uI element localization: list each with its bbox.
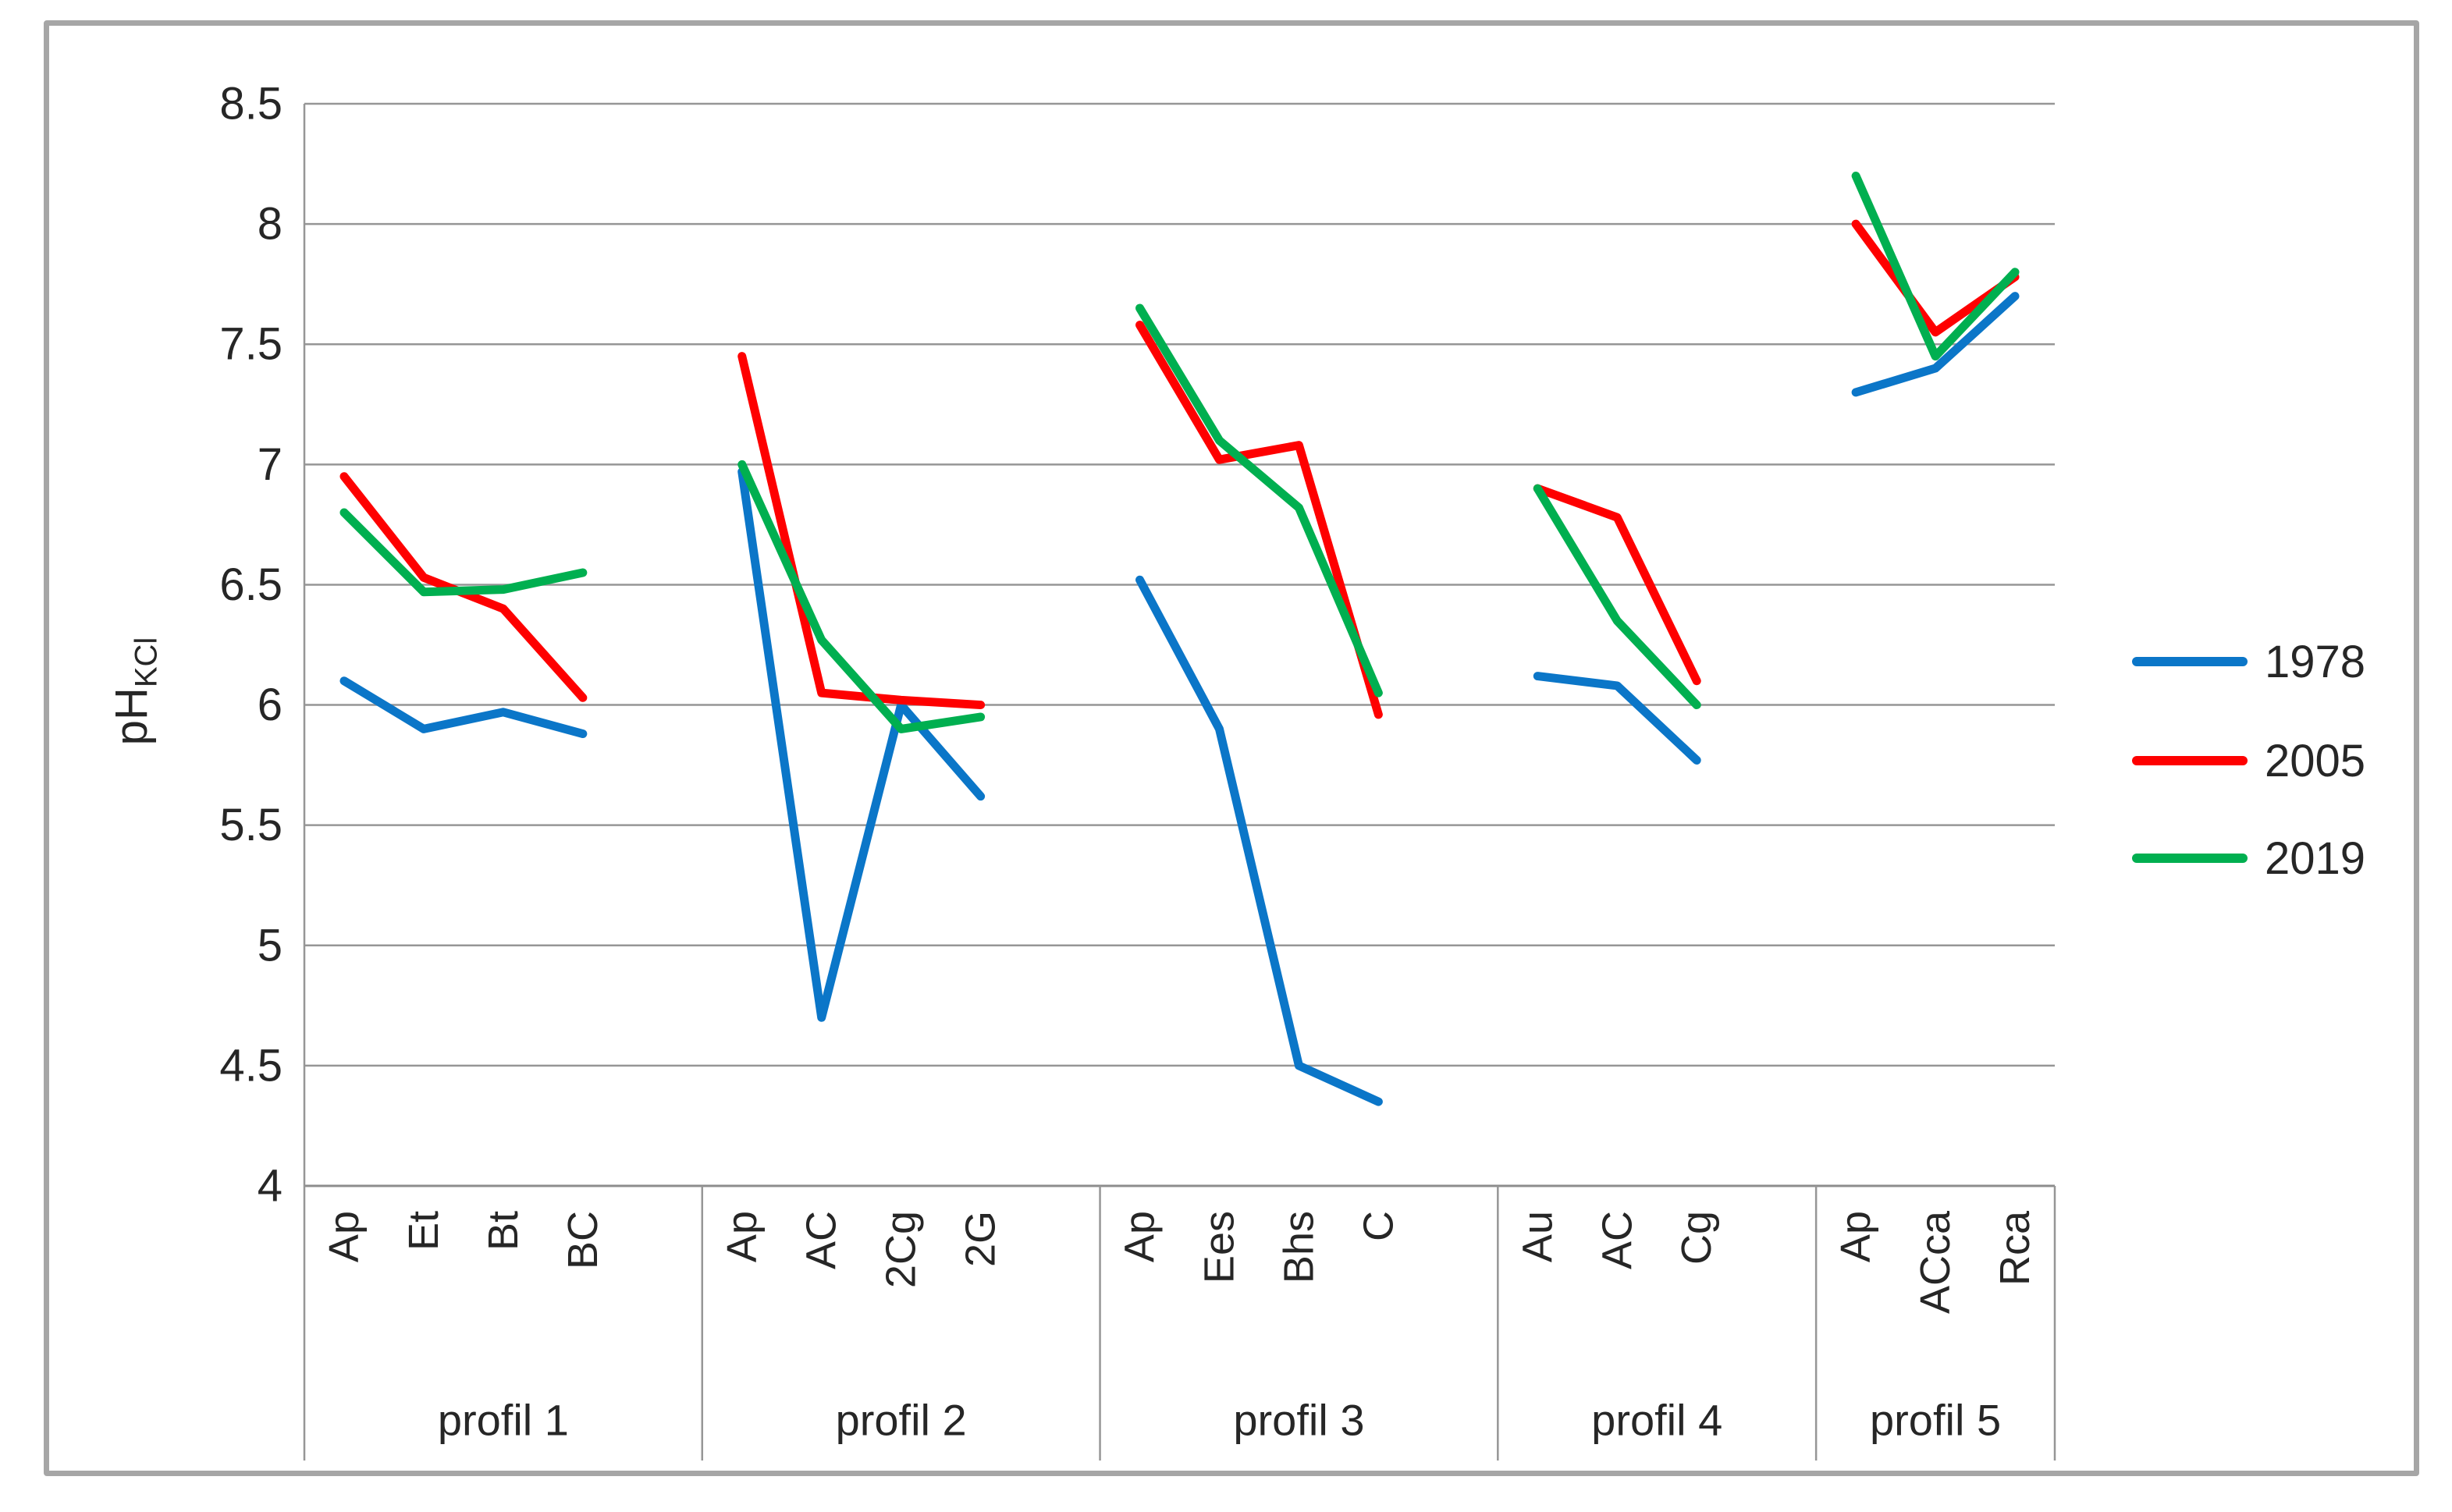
series-line-1978 (737, 467, 986, 1022)
category-label: ACca (1912, 1210, 1959, 1314)
category-label: Au (1514, 1211, 1561, 1262)
category-label: Ap (719, 1211, 766, 1262)
y-tick-label: 7.5 (219, 319, 283, 370)
series-line-2005 (737, 352, 986, 710)
category-label: Rca (1992, 1210, 2038, 1286)
profile-group-label: profil 2 (836, 1396, 967, 1445)
series-line-2005 (1135, 321, 1383, 719)
y-axis-title-sub: KCl (129, 637, 164, 688)
y-tick-label: 6.5 (219, 559, 283, 610)
y-tick-label: 5 (258, 920, 283, 971)
y-tick-label: 4 (258, 1161, 283, 1212)
series-line-2019 (737, 460, 986, 733)
category-label: C (1355, 1211, 1402, 1241)
category-label: Ap (321, 1211, 368, 1262)
series-line-1978 (1135, 575, 1383, 1106)
category-label: Bhs (1275, 1211, 1322, 1283)
category-label: 2Cg (878, 1211, 925, 1288)
category-label: 2G (958, 1211, 1004, 1267)
series-line-1978 (1851, 292, 2020, 397)
series-line-2019 (1533, 484, 1701, 710)
chart-frame (44, 20, 2419, 1476)
series-line-2019 (1135, 303, 1383, 697)
category-label: AC (798, 1211, 845, 1269)
category-label: Et (400, 1211, 447, 1251)
profile-group-label: profil 1 (438, 1396, 569, 1445)
category-label: Ees (1196, 1211, 1242, 1283)
series-line-1978 (1533, 672, 1701, 765)
profile-group-label: profil 4 (1591, 1396, 1722, 1445)
series-line-2005 (1533, 484, 1701, 686)
category-label: Cg (1673, 1211, 1720, 1265)
series-line-1978 (339, 676, 588, 739)
category-label: Bt (480, 1211, 527, 1251)
y-tick-label: 4.5 (219, 1040, 283, 1091)
y-tick-label: 7 (258, 439, 283, 490)
profile-group-label: profil 3 (1233, 1396, 1364, 1445)
category-label: Ap (1117, 1211, 1164, 1262)
category-label: Ap (1832, 1211, 1879, 1262)
series-line-2019 (1851, 171, 2020, 361)
y-tick-label: 8 (258, 199, 283, 250)
y-tick-label: 8.5 (219, 79, 283, 130)
category-label: BC (560, 1211, 606, 1269)
y-axis-title: pHKCl (104, 547, 164, 836)
y-tick-label: 5.5 (219, 800, 283, 850)
y-tick-label: 6 (258, 680, 283, 730)
category-label: AC (1594, 1211, 1640, 1269)
series-line-2019 (339, 508, 588, 597)
y-axis-title-main: pH (106, 687, 157, 746)
profile-group-label: profil 5 (1870, 1396, 2001, 1445)
